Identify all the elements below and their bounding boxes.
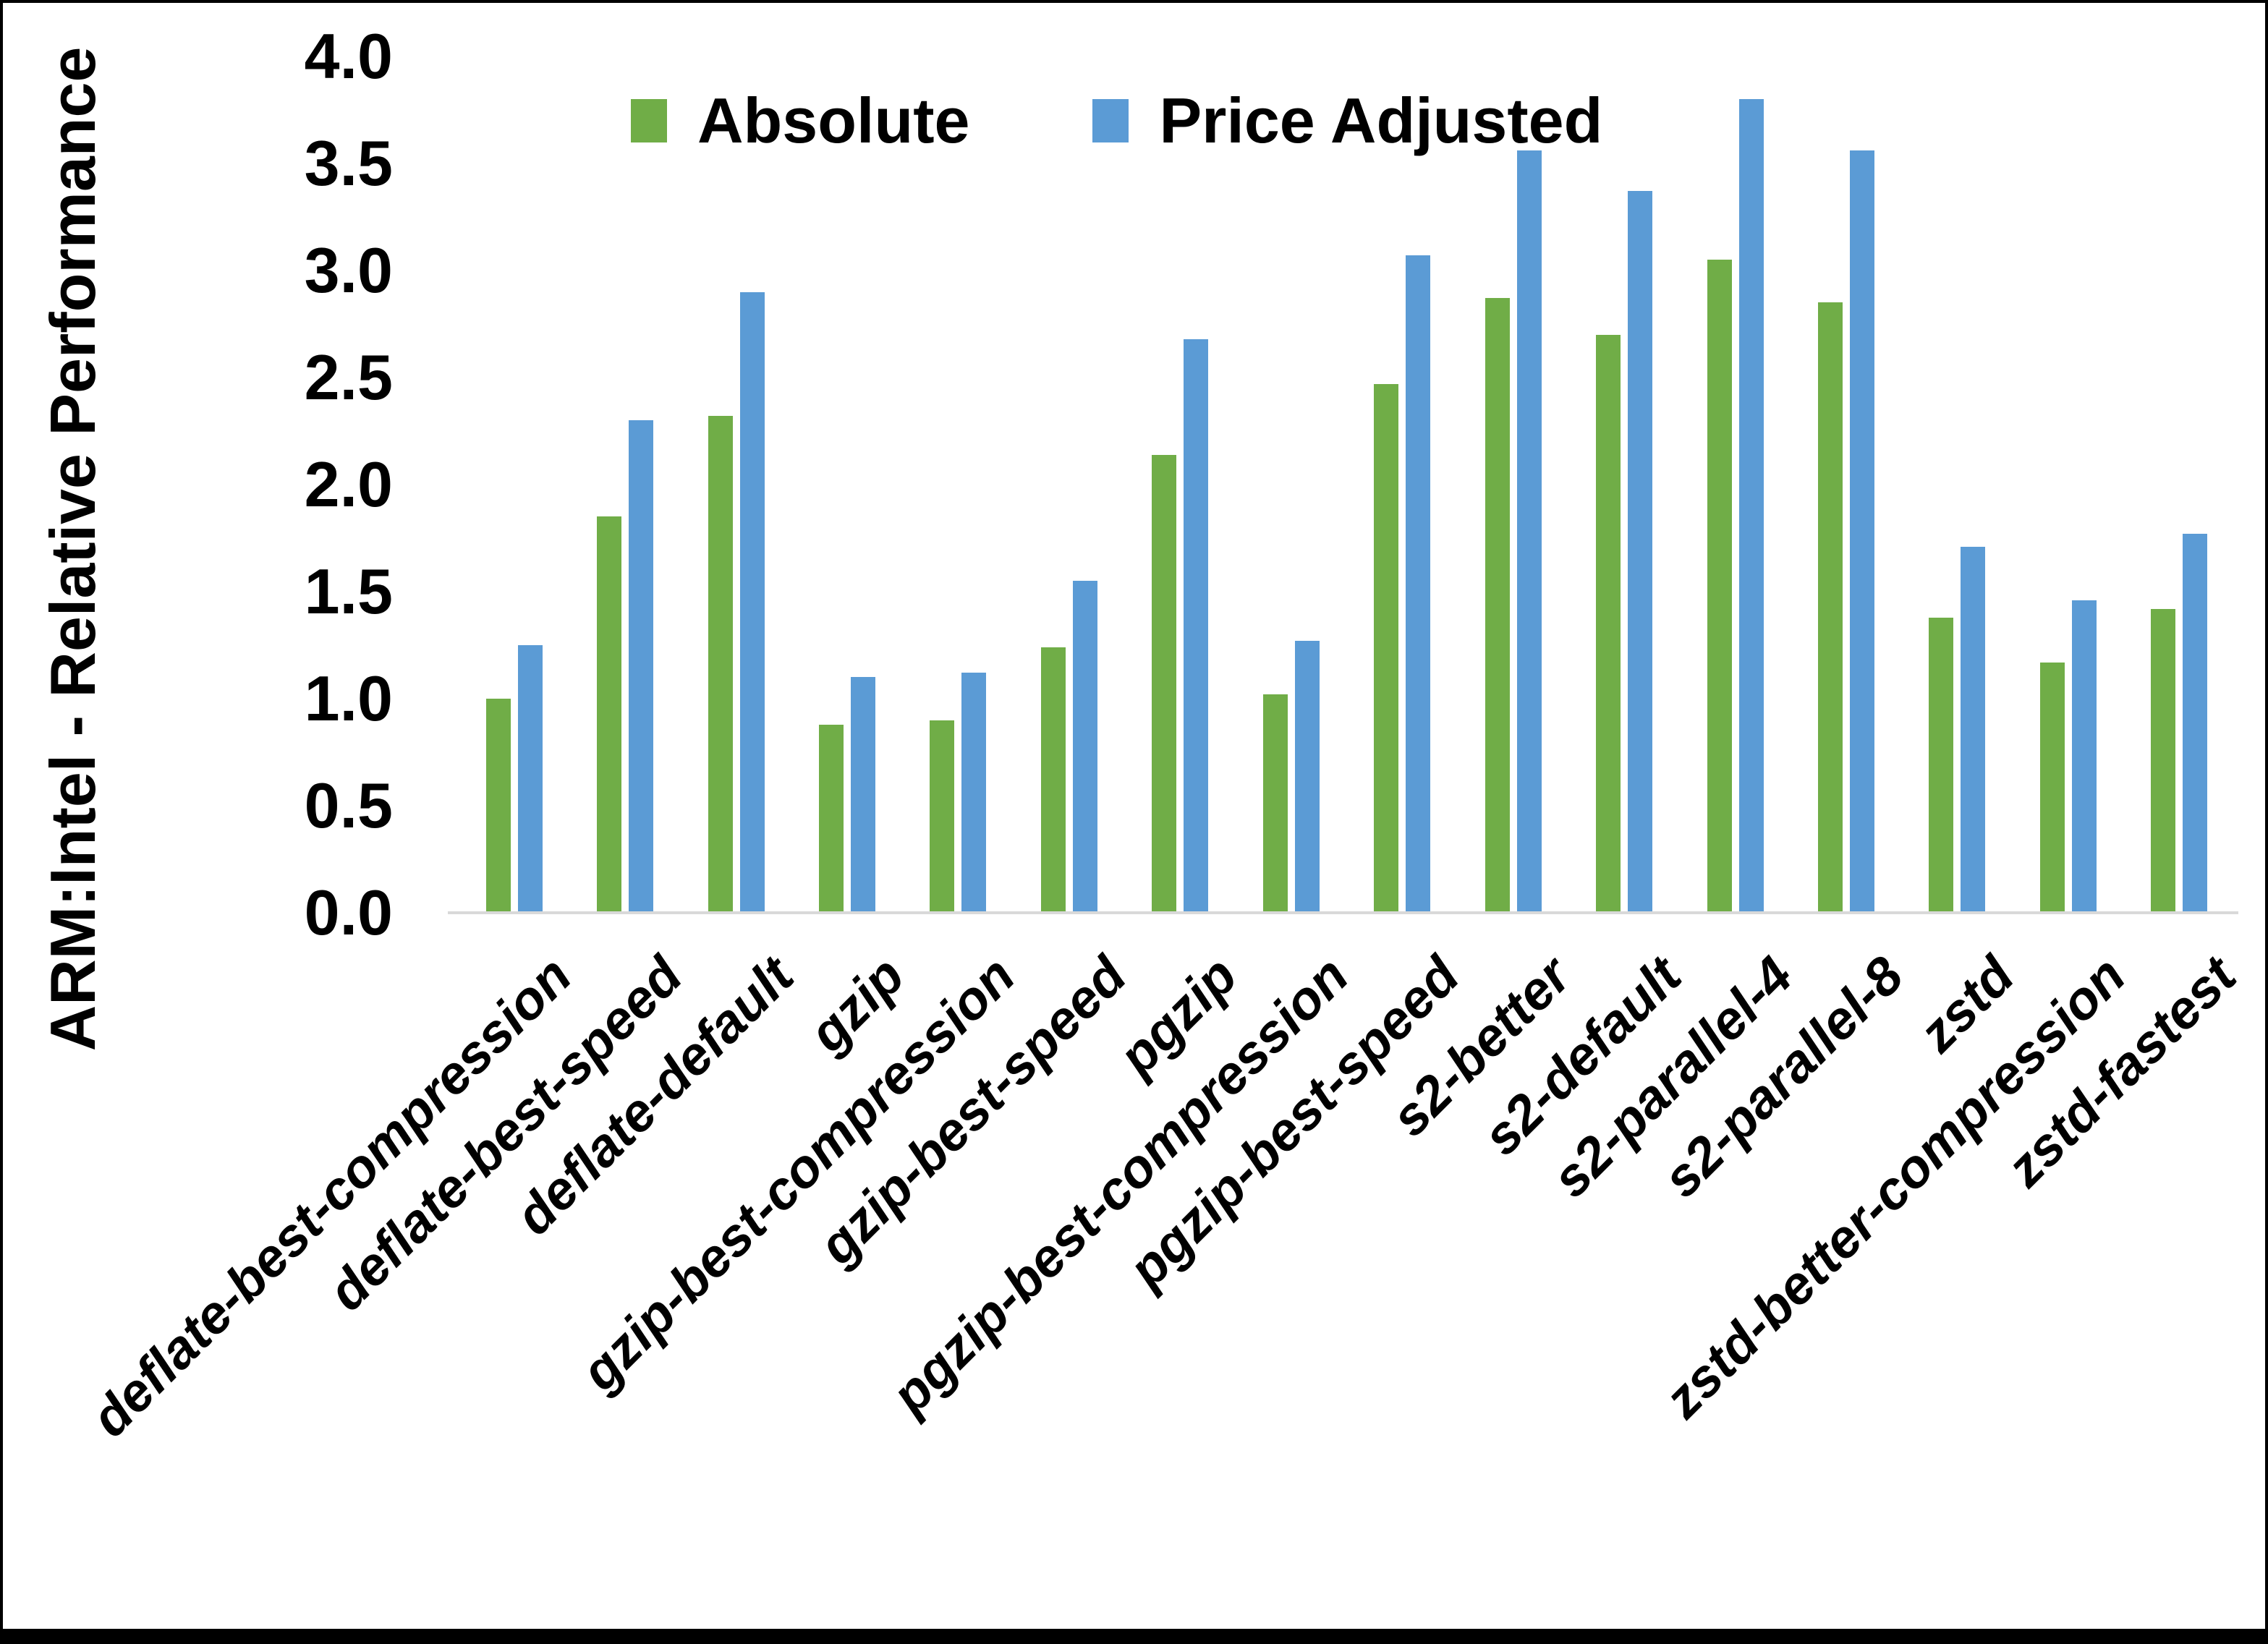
bar-group — [1236, 641, 1346, 913]
bar-price-adjusted — [739, 292, 765, 913]
bar-absolute — [1929, 618, 1954, 913]
bar-group — [1347, 255, 1458, 913]
bar-group — [681, 292, 791, 913]
y-tick-label: 0.0 — [304, 877, 393, 948]
y-axis-title: ARM:Intel - Relative Performance — [37, 46, 109, 1052]
bar-group — [1458, 150, 1568, 913]
bar-group — [1902, 547, 2013, 913]
bar-price-adjusted — [1628, 191, 1653, 913]
bar-price-adjusted — [1738, 99, 1764, 913]
legend-label-price-adjusted: Price Adjusted — [1159, 85, 1603, 156]
y-tick-label: 3.5 — [304, 127, 393, 199]
bar-price-adjusted — [1294, 641, 1320, 913]
bar-absolute — [819, 725, 844, 913]
bar-price-adjusted — [851, 677, 876, 913]
bar-group — [1568, 191, 1679, 913]
bar-price-adjusted — [1072, 581, 1097, 913]
y-tick-label: 0.5 — [304, 770, 393, 841]
bar-price-adjusted — [629, 420, 654, 913]
bar-absolute — [1817, 302, 1843, 913]
bar-price-adjusted — [1961, 547, 1986, 913]
bar-group — [2124, 534, 2235, 913]
bottom-border-bar — [3, 1629, 2265, 1644]
bar-price-adjusted — [1406, 255, 1431, 913]
bar-group — [2013, 600, 2123, 913]
bar-absolute — [930, 720, 955, 913]
bar-group — [1680, 99, 1791, 913]
bar-group — [1014, 581, 1124, 913]
bar-absolute — [1374, 384, 1399, 913]
bar-price-adjusted — [1516, 150, 1542, 913]
bar-absolute — [1040, 647, 1066, 913]
y-tick-label: 3.0 — [304, 234, 393, 306]
bar-group — [459, 645, 569, 913]
bar-absolute — [2151, 609, 2176, 913]
bar-group — [1125, 339, 1236, 913]
legend-item-price-adjusted: Price Adjusted — [1092, 84, 1602, 158]
x-axis-line — [448, 911, 2238, 914]
legend: Absolute Price Adjusted — [631, 84, 1602, 158]
y-tick-label: 1.5 — [304, 555, 393, 627]
bar-absolute — [1262, 694, 1288, 913]
y-tick-label: 4.0 — [304, 20, 393, 92]
bar-absolute — [1707, 260, 1732, 913]
legend-item-absolute: Absolute — [631, 84, 969, 158]
y-tick-label: 2.5 — [304, 341, 393, 413]
bar-absolute — [2039, 663, 2065, 913]
bar-absolute — [485, 699, 511, 913]
bar-price-adjusted — [1184, 339, 1209, 913]
bar-group — [569, 420, 680, 913]
bar-absolute — [597, 516, 622, 913]
x-category-label: deflate-best-compression — [79, 945, 583, 1449]
bar-price-adjusted — [517, 645, 543, 913]
y-tick-label: 2.0 — [304, 448, 393, 520]
bar-price-adjusted — [2071, 600, 2097, 913]
bar-absolute — [708, 416, 733, 913]
bar-group — [1791, 150, 1901, 913]
legend-label-absolute: Absolute — [697, 85, 970, 156]
bar-group — [903, 673, 1014, 913]
bar-price-adjusted — [2183, 534, 2208, 913]
bar-absolute — [1485, 298, 1510, 913]
bar-absolute — [1596, 335, 1621, 913]
legend-swatch-absolute-icon — [631, 99, 667, 142]
legend-swatch-price-adjusted-icon — [1092, 99, 1129, 142]
plot-bars — [459, 3, 2235, 913]
bar-group — [791, 677, 902, 913]
bar-absolute — [1152, 455, 1177, 913]
bar-price-adjusted — [961, 673, 987, 913]
y-tick-label: 1.0 — [304, 663, 393, 734]
bar-price-adjusted — [1849, 150, 1874, 913]
